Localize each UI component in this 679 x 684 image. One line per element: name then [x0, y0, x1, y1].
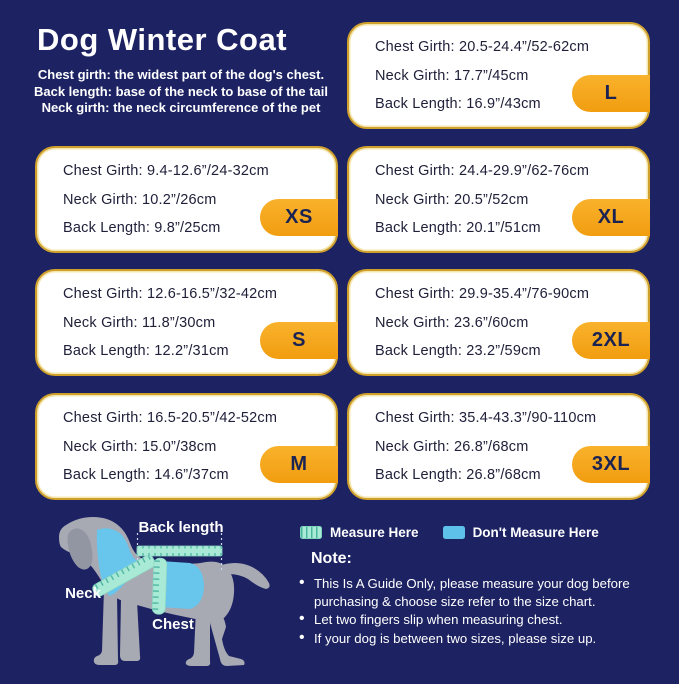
back-length-value: Back Length: 20.1”/51cm [375, 220, 541, 236]
legend-label: Measure Here [330, 525, 419, 540]
dont-measure-here-swatch-icon [442, 526, 465, 539]
neck-girth-value: Neck Girth: 17.7”/45cm [375, 67, 529, 84]
neck-label: Neck [65, 585, 101, 602]
back-length-value: Back Length: 26.8”/68cm [375, 467, 541, 483]
dog-front-leg-back [120, 598, 141, 661]
back-length-label: Back length [138, 519, 224, 536]
page-title: Dog Winter Coat [37, 22, 288, 57]
note-item: If your dog is between two sizes, please… [299, 629, 673, 648]
subtitle: Chest girth: the widest part of the dog'… [16, 67, 346, 117]
size-card-s: Chest Girth: 12.6-16.5”/32-42cm Neck Gir… [35, 269, 338, 376]
size-card-xs-lines: Chest Girth: 9.4-12.6”/24-32cm Neck Girt… [37, 148, 336, 251]
size-card-2xl-lines: Chest Girth: 29.9-35.4”/76-90cm Neck Gir… [349, 271, 648, 374]
chest-girth-value: Chest Girth: 12.6-16.5”/32-42cm [63, 286, 278, 302]
size-card-3xl: Chest Girth: 35.4-43.3”/90-110cm Neck Gi… [347, 393, 650, 500]
dog-rear-leg-front [185, 609, 211, 666]
back-length-value: Back Length: 16.9”/43cm [375, 96, 541, 112]
chest-girth-value: Chest Girth: 9.4-12.6”/24-32cm [63, 163, 269, 179]
dog-rear-leg-back [210, 603, 245, 666]
size-card-l-lines: Chest Girth: 20.5-24.4”/52-62cm Neck Gir… [349, 24, 648, 127]
note-list: This Is A Guide Only, please measure you… [299, 574, 673, 648]
size-badge-2xl: 2XL [572, 322, 650, 359]
subtitle-line-chest: Chest girth: the widest part of the dog'… [37, 67, 325, 82]
neck-girth-value: Neck Girth: 20.5”/52cm [375, 191, 529, 208]
size-card-xl: Chest Girth: 24.4-29.9”/62-76cm Neck Gir… [347, 146, 650, 253]
subtitle-line-back: Back length: base of the neck to base of… [33, 83, 328, 99]
size-badge-s: S [260, 322, 338, 359]
chest-label: Chest [152, 616, 194, 633]
neck-girth-value: Neck Girth: 23.6”/60cm [375, 314, 529, 331]
chest-girth-value: Chest Girth: 20.5-24.4”/52-62cm [375, 39, 590, 55]
chest-blue-area [157, 561, 204, 609]
size-badge-xl: XL [572, 199, 650, 236]
legend-item-measure-here: Measure Here [300, 525, 419, 540]
legend-label: Don't Measure Here [472, 525, 599, 540]
dog-illustration [59, 517, 270, 666]
back-length-value: Back Length: 9.8”/25cm [63, 220, 221, 236]
size-card-3xl-lines: Chest Girth: 35.4-43.3”/90-110cm Neck Gi… [349, 395, 648, 498]
dog-front-leg [93, 589, 119, 665]
neck-girth-value: Neck Girth: 11.8”/30cm [63, 314, 216, 331]
size-card-l: Chest Girth: 20.5-24.4”/52-62cm Neck Gir… [347, 22, 650, 129]
size-card-2xl: Chest Girth: 29.9-35.4”/76-90cm Neck Gir… [347, 269, 650, 376]
neck-girth-value: Neck Girth: 26.8”/68cm [375, 438, 529, 455]
dog-measurement-diagram: Back length Neck Chest [8, 503, 298, 679]
size-badge-l: L [572, 75, 650, 112]
size-badge-3xl: 3XL [572, 446, 650, 483]
neck-girth-value: Neck Girth: 10.2”/26cm [63, 191, 217, 208]
size-card-xl-lines: Chest Girth: 24.4-29.9”/62-76cm Neck Gir… [349, 148, 648, 251]
size-badge-xs: XS [260, 199, 338, 236]
legend-item-dont-measure-here: Don't Measure Here [442, 525, 599, 540]
note-item: This Is A Guide Only, please measure you… [299, 574, 673, 610]
size-card-xs: Chest Girth: 9.4-12.6”/24-32cm Neck Girt… [35, 146, 338, 253]
size-card-m: Chest Girth: 16.5-20.5”/42-52cm Neck Gir… [35, 393, 338, 500]
back-length-value: Back Length: 23.2”/59cm [375, 343, 541, 359]
chest-tape [151, 557, 168, 615]
neck-tape [92, 555, 156, 597]
dog-ear [67, 528, 93, 570]
chest-girth-value: Chest Girth: 24.4-29.9”/62-76cm [375, 163, 590, 179]
chest-girth-value: Chest Girth: 35.4-43.3”/90-110cm [375, 410, 597, 426]
legend: Measure Here Don't Measure Here [300, 525, 599, 540]
neck-girth-value: Neck Girth: 15.0”/38cm [63, 438, 217, 455]
back-length-ruler [136, 545, 223, 557]
note-item: Let two fingers slip when measuring ches… [299, 610, 673, 629]
measure-here-swatch-icon [300, 526, 322, 539]
back-length-value: Back Length: 12.2”/31cm [63, 343, 229, 359]
chest-girth-value: Chest Girth: 29.9-35.4”/76-90cm [375, 286, 590, 302]
size-badge-m: M [260, 446, 338, 483]
chest-girth-value: Chest Girth: 16.5-20.5”/42-52cm [63, 410, 278, 426]
dog-tail [218, 563, 270, 589]
size-card-m-lines: Chest Girth: 16.5-20.5”/42-52cm Neck Gir… [37, 395, 336, 498]
note-heading: Note: [311, 550, 352, 567]
size-card-s-lines: Chest Girth: 12.6-16.5”/32-42cm Neck Gir… [37, 271, 336, 374]
back-length-value: Back Length: 14.6”/37cm [63, 467, 229, 483]
subtitle-line-neck: Neck girth: the neck circumference of th… [41, 100, 321, 115]
